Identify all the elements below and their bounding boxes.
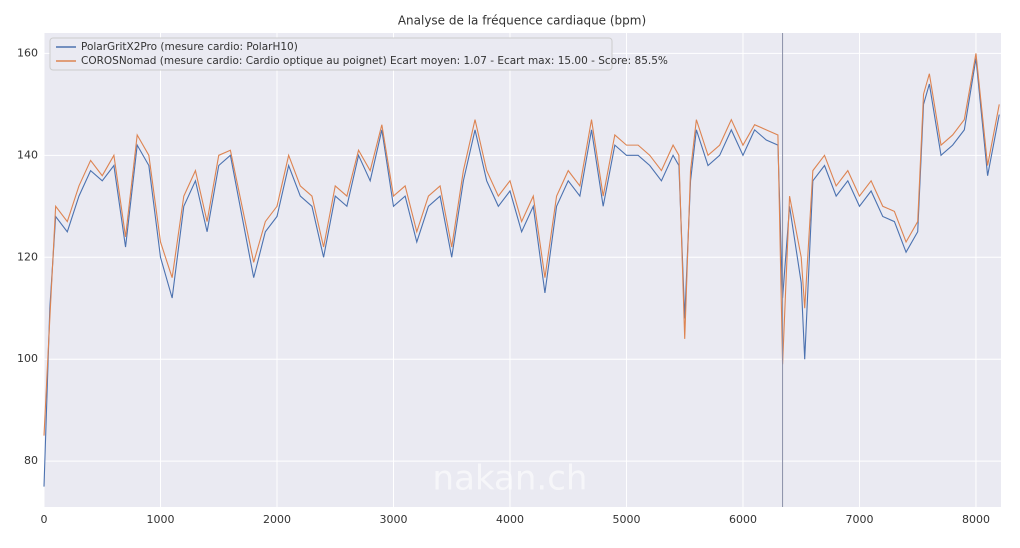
x-tick-label: 2000	[263, 513, 291, 526]
y-tick-label: 160	[17, 46, 38, 59]
watermark: nakan.ch	[433, 459, 588, 499]
x-tick-label: 7000	[845, 513, 873, 526]
x-tick-label: 5000	[612, 513, 640, 526]
series-line	[43, 58, 1000, 487]
y-tick-label: 80	[24, 454, 38, 467]
legend-label: PolarGritX2Pro (mesure cardio: PolarH10)	[81, 41, 298, 53]
legend-label: COROSNomad (mesure cardio: Cardio optiqu…	[81, 55, 668, 67]
x-tick-label: 3000	[379, 513, 407, 526]
x-tick-label: 0	[41, 513, 48, 526]
series-line	[43, 53, 1000, 436]
x-tick-label: 1000	[146, 513, 174, 526]
x-tick-label: 6000	[729, 513, 757, 526]
x-tick-label: 8000	[962, 513, 990, 526]
y-tick-label: 100	[17, 352, 38, 365]
legend: PolarGritX2Pro (mesure cardio: PolarH10)…	[49, 37, 668, 71]
y-tick-label: 120	[17, 250, 38, 263]
y-tick-label: 140	[17, 148, 38, 161]
chart-title: Analyse de la fréquence cardiaque (bpm)	[398, 14, 646, 28]
plot-area	[44, 33, 1001, 507]
legend-box	[49, 37, 613, 71]
x-tick-label: 4000	[496, 513, 524, 526]
